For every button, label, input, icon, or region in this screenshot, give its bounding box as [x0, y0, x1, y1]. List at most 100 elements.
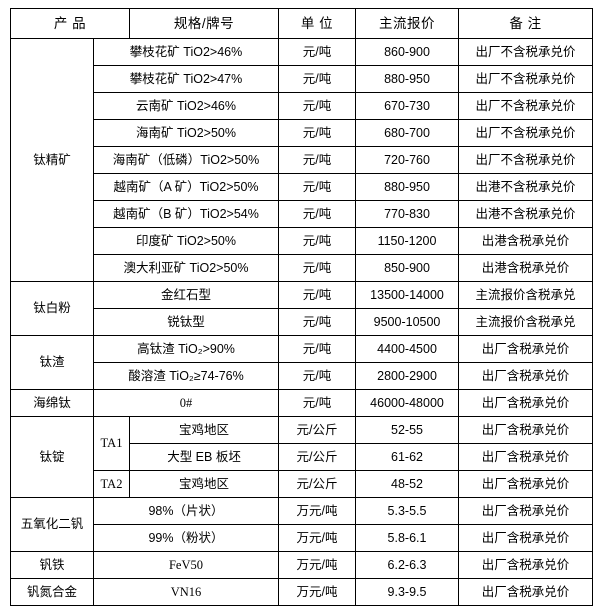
table-row: 锐钛型 元/吨 9500-10500 主流报价含税承兑 [11, 308, 594, 336]
price-cell: 9.3-9.5 [355, 578, 460, 606]
category-cell: 钛白粉 [10, 281, 94, 336]
price-cell: 46000-48000 [355, 389, 460, 417]
unit-cell: 元/吨 [278, 146, 357, 174]
note-cell: 出厂不含税承兑价 [458, 65, 594, 93]
table-row: 海南矿 TiO2>50% 元/吨 680-700 出厂不含税承兑价 [11, 119, 594, 147]
table-row: 钛渣 高钛渣 TiO₂>90% 元/吨 4400-4500 出厂含税承兑价 [10, 335, 594, 390]
category-cell: 钛精矿 [10, 38, 94, 282]
table-row: 钛锭 TA1 宝鸡地区 元/公斤 52-55 出厂含税承兑价 [10, 416, 594, 498]
category-cell: 钒铁 [10, 551, 94, 579]
header-spec: 规格/牌号 [129, 8, 280, 39]
price-cell: 850-900 [355, 254, 460, 282]
table-row: 钛白粉 金红石型 元/吨 13500-14000 主流报价含税承兑 [10, 281, 594, 336]
unit-cell: 元/吨 [278, 281, 357, 309]
spec-cell: 锐钛型 [92, 308, 280, 336]
price-cell: 2800-2900 [355, 362, 460, 390]
unit-cell: 万元/吨 [278, 497, 357, 525]
titanium-vanadium-price-table: 产 品 规格/牌号 单 位 主流报价 备 注 钛精矿 攀枝花矿 TiO2>46%… [9, 8, 594, 606]
table-row: 钛精矿 攀枝花矿 TiO2>46% 元/吨 860-900 出厂不含税承兑价 [10, 38, 594, 282]
spec-cell: 99%（粉状） [92, 524, 280, 552]
unit-cell: 元/吨 [278, 254, 357, 282]
unit-cell: 元/吨 [278, 227, 357, 255]
note-cell: 出厂含税承兑价 [458, 578, 594, 606]
unit-cell: 元/吨 [278, 65, 357, 93]
spec-cell: 酸溶渣 TiO₂≥74-76% [92, 362, 280, 390]
price-cell: 680-700 [355, 119, 460, 147]
note-cell: 出厂含税承兑价 [458, 551, 594, 579]
price-cell: 9500-10500 [355, 308, 460, 336]
unit-cell: 元/吨 [278, 389, 357, 417]
note-cell: 出港含税承兑价 [458, 254, 594, 282]
category-cell: 钛锭 [10, 416, 94, 498]
grade-cell: TA2 [92, 470, 131, 498]
grade-cell: TA1 [92, 416, 131, 471]
price-cell: 13500-14000 [355, 281, 460, 309]
price-cell: 720-760 [355, 146, 460, 174]
header-unit: 单 位 [278, 8, 357, 39]
note-cell: 出港不含税承兑价 [458, 173, 594, 201]
note-cell: 主流报价含税承兑 [458, 308, 594, 336]
note-cell: 出厂含税承兑价 [458, 362, 594, 390]
table-row: TA2 宝鸡地区 元/公斤 48-52 出厂含税承兑价 [11, 470, 594, 498]
price-cell: 4400-4500 [355, 335, 460, 363]
table-row: 印度矿 TiO2>50% 元/吨 1150-1200 出港含税承兑价 [11, 227, 594, 255]
spec-cell: 宝鸡地区 [129, 416, 280, 444]
note-cell: 出厂含税承兑价 [458, 389, 594, 417]
table-row: 酸溶渣 TiO₂≥74-76% 元/吨 2800-2900 出厂含税承兑价 [11, 362, 594, 390]
note-cell: 出厂含税承兑价 [458, 497, 594, 525]
unit-cell: 元/吨 [278, 38, 357, 66]
price-cell: 52-55 [355, 416, 460, 444]
category-cell: 海绵钛 [10, 389, 94, 417]
spec-cell: 攀枝花矿 TiO2>46% [92, 38, 280, 66]
spec-cell: VN16 [92, 578, 280, 606]
price-cell: 5.3-5.5 [355, 497, 460, 525]
table-row: 澳大利亚矿 TiO2>50% 元/吨 850-900 出港含税承兑价 [11, 254, 594, 282]
price-cell: 1150-1200 [355, 227, 460, 255]
table-row: 云南矿 TiO2>46% 元/吨 670-730 出厂不含税承兑价 [11, 92, 594, 120]
note-cell: 出厂含税承兑价 [458, 416, 594, 444]
note-cell: 出港不含税承兑价 [458, 200, 594, 228]
price-cell: 6.2-6.3 [355, 551, 460, 579]
spec-cell: 攀枝花矿 TiO2>47% [92, 65, 280, 93]
header-product: 产 品 [9, 8, 131, 39]
note-cell: 出厂含税承兑价 [458, 443, 594, 471]
spec-cell: 澳大利亚矿 TiO2>50% [92, 254, 280, 282]
spec-cell: 越南矿（A 矿）TiO2>50% [92, 173, 280, 201]
spec-cell: 0# [92, 389, 280, 417]
price-table-sheet: 产 品 规格/牌号 单 位 主流报价 备 注 钛精矿 攀枝花矿 TiO2>46%… [9, 8, 594, 606]
table-row: 海南矿（低磷）TiO2>50% 元/吨 720-760 出厂不含税承兑价 [11, 146, 594, 174]
note-cell: 出厂含税承兑价 [458, 524, 594, 552]
spec-cell: 印度矿 TiO2>50% [92, 227, 280, 255]
price-cell: 770-830 [355, 200, 460, 228]
category-cell: 钒氮合金 [10, 578, 94, 606]
unit-cell: 元/公斤 [278, 416, 357, 444]
table-row: 攀枝花矿 TiO2>47% 元/吨 880-950 出厂不含税承兑价 [11, 65, 594, 93]
spec-cell: 金红石型 [92, 281, 280, 309]
table-row: 五氧化二钒 98%（片状） 万元/吨 5.3-5.5 出厂含税承兑价 [10, 497, 594, 552]
price-cell: 880-950 [355, 173, 460, 201]
price-cell: 880-950 [355, 65, 460, 93]
table-row: 海绵钛 0# 元/吨 46000-48000 出厂含税承兑价 [10, 389, 594, 417]
price-cell: 670-730 [355, 92, 460, 120]
table-row: 99%（粉状） 万元/吨 5.8-6.1 出厂含税承兑价 [11, 524, 594, 552]
price-cell: 860-900 [355, 38, 460, 66]
price-cell: 48-52 [355, 470, 460, 498]
table-row: 钒氮合金 VN16 万元/吨 9.3-9.5 出厂含税承兑价 [10, 578, 594, 606]
spec-cell: 98%（片状） [92, 497, 280, 525]
table-header-row: 产 品 规格/牌号 单 位 主流报价 备 注 [9, 8, 594, 39]
unit-cell: 元/吨 [278, 200, 357, 228]
table-row: 钒铁 FeV50 万元/吨 6.2-6.3 出厂含税承兑价 [10, 551, 594, 579]
table-row: 越南矿（A 矿）TiO2>50% 元/吨 880-950 出港不含税承兑价 [11, 173, 594, 201]
spec-cell: 海南矿（低磷）TiO2>50% [92, 146, 280, 174]
category-cell: 钛渣 [10, 335, 94, 390]
price-cell: 61-62 [355, 443, 460, 471]
unit-cell: 元/吨 [278, 308, 357, 336]
unit-cell: 元/吨 [278, 335, 357, 363]
unit-cell: 元/吨 [278, 119, 357, 147]
spec-cell: 宝鸡地区 [129, 470, 280, 498]
unit-cell: 元/吨 [278, 173, 357, 201]
unit-cell: 元/公斤 [278, 470, 357, 498]
note-cell: 出厂含税承兑价 [458, 335, 594, 363]
note-cell: 出厂含税承兑价 [458, 470, 594, 498]
unit-cell: 元/公斤 [278, 443, 357, 471]
